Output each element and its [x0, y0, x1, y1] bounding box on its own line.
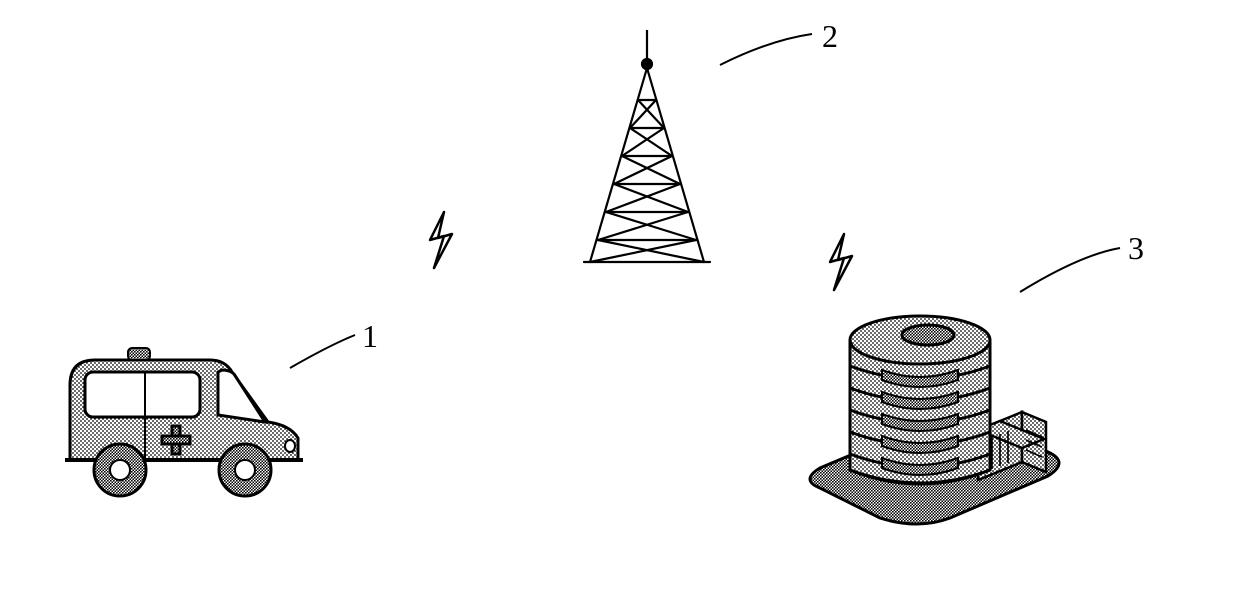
node-label-tower: 2: [822, 18, 838, 55]
node-label-ambulance: 1: [362, 318, 378, 355]
node-label-building: 3: [1128, 230, 1144, 267]
leader-line: [0, 0, 1240, 592]
diagram-canvas: 1 2 3: [0, 0, 1240, 592]
